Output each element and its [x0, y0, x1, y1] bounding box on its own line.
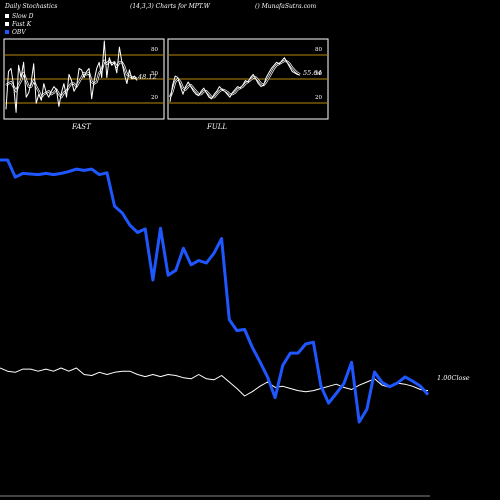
legend-swatch-fast-k — [5, 22, 9, 26]
close-line — [0, 367, 429, 397]
full-tick-20: 20 — [315, 95, 322, 101]
fast-tick-20: 20 — [151, 95, 158, 101]
legend-label-slow-d: Slow D — [12, 13, 34, 20]
full-d-line-core — [169, 60, 301, 98]
fast-panel-title: FAST — [71, 123, 92, 131]
header-right: () MunafaSutra.com — [255, 3, 317, 10]
fast-k-line — [5, 40, 138, 113]
full-tick-50: 50 — [315, 71, 322, 77]
full-panel-title: FULL — [206, 123, 227, 131]
full-k-line — [169, 57, 301, 102]
fast-tick-80: 80 — [151, 47, 158, 53]
fast-panel: 80 50 20 48.12 FAST — [3, 38, 165, 131]
header-middle: (14,3,3) Charts for MPT.W — [130, 3, 211, 10]
legend-swatch-obv — [5, 30, 9, 34]
header-left: Daily Stochastics — [4, 3, 57, 10]
fast-tick-50: 50 — [151, 71, 158, 77]
full-panel: 80 50 20 55.64 FULL — [167, 38, 329, 131]
full-last-value: 55.64 — [303, 69, 322, 77]
main-panel: 1.00Close — [0, 158, 470, 497]
legend-label-fast-k: Fast K — [11, 21, 32, 28]
legend-swatch-slow-d — [5, 14, 9, 18]
close-value-label: 1.00Close — [437, 374, 470, 382]
obv-line — [0, 158, 430, 424]
legend: Slow D Fast K OBV — [5, 13, 34, 36]
legend-label-obv: OBV — [12, 29, 26, 36]
full-tick-80: 80 — [315, 47, 322, 53]
fast-last-value: 48.12 — [137, 73, 157, 81]
